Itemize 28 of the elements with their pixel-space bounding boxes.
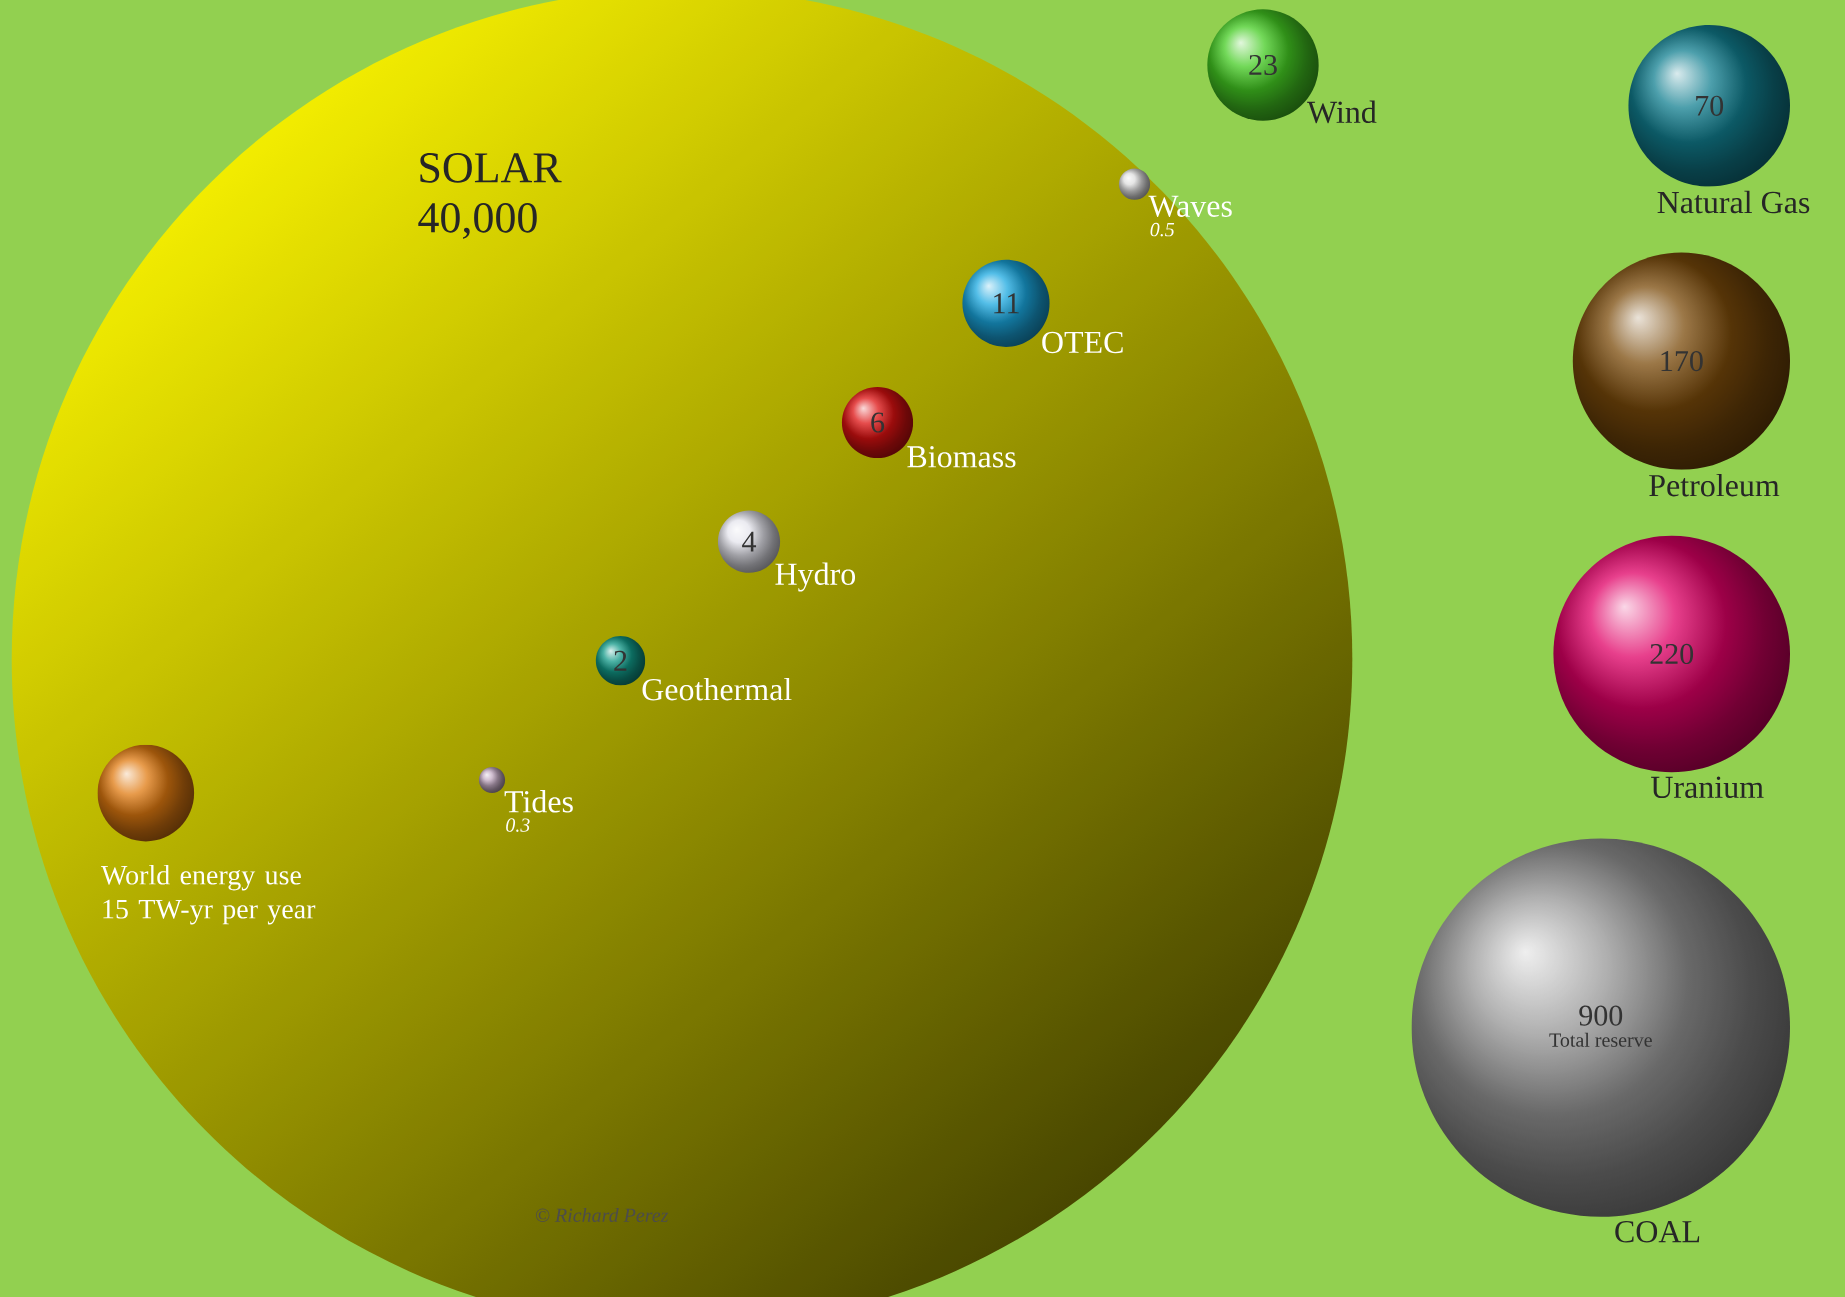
category-label: OTEC — [1042, 331, 1123, 354]
category-label: Biomass — [907, 446, 1016, 468]
data-label: 2 — [614, 650, 627, 671]
data-label: 6 — [871, 412, 885, 433]
data-label: 11 — [994, 293, 1019, 314]
data-label: 900 — [1579, 1005, 1623, 1026]
text: © Richard Perez — [535, 1207, 669, 1223]
data-label: 23 — [1249, 54, 1277, 76]
category-label: COAL — [1615, 1220, 1700, 1243]
category-label: Geothermal — [642, 677, 792, 701]
data-label: 0.5 — [1150, 222, 1175, 237]
data-label: 4 — [742, 531, 757, 552]
category-label: World energy use — [100, 864, 301, 891]
data-label: 70 — [1696, 95, 1724, 116]
text: Total reserve — [1549, 1032, 1652, 1047]
category-label: Wind — [1307, 100, 1377, 124]
category-label: Uranium — [1651, 776, 1764, 799]
data-label: 40,000 — [418, 203, 537, 240]
category-label: SOLAR — [420, 153, 562, 183]
data-label: 15 TW-yr per year — [103, 899, 316, 925]
category-label: Petroleum — [1649, 473, 1780, 497]
data-label: 220 — [1650, 643, 1694, 665]
data-label: 170 — [1661, 350, 1703, 372]
category-label: Waves — [1148, 195, 1232, 218]
category-label: Natural Gas — [1657, 190, 1810, 214]
category-label: Tides — [504, 790, 573, 813]
data-label: 0.3 — [506, 818, 530, 832]
category-label: Hydro — [775, 562, 856, 592]
